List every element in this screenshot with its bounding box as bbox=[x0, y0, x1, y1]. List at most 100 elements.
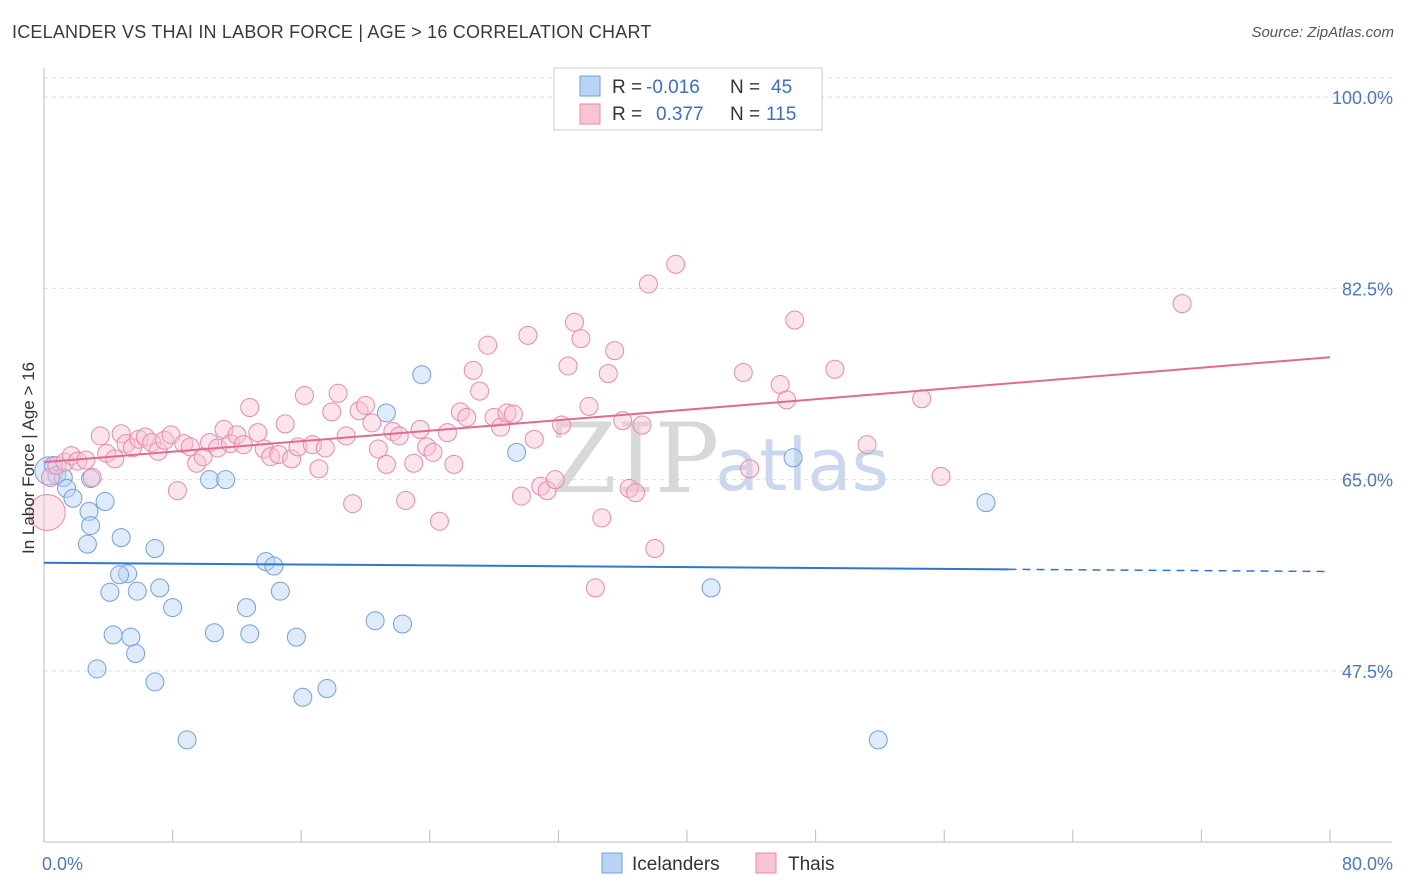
thai-point-54 bbox=[396, 490, 416, 510]
legend-r-label-1: R = bbox=[612, 77, 642, 98]
thai-point-46 bbox=[343, 494, 363, 514]
legend-r-label-2: R = bbox=[612, 104, 642, 125]
trend-lines bbox=[43, 356, 1331, 573]
thai-point-53 bbox=[389, 426, 409, 446]
legend-swatch-icelanders bbox=[579, 75, 601, 97]
thai-point-79 bbox=[564, 312, 584, 332]
icelander-point-40 bbox=[507, 442, 527, 462]
thai-point-15 bbox=[135, 427, 155, 447]
thai-point-61 bbox=[444, 454, 464, 474]
watermark: ZIP atlas bbox=[550, 403, 889, 515]
thai-point-69 bbox=[497, 403, 517, 423]
series-legend: Icelanders Thais bbox=[601, 852, 834, 875]
x-tick-label-1: 80.0% bbox=[1342, 854, 1393, 874]
icelander-point-44 bbox=[976, 493, 996, 513]
thai-point-55 bbox=[404, 453, 424, 473]
icelander-point-34 bbox=[293, 687, 313, 707]
thai-point-76 bbox=[545, 470, 565, 490]
thai-point-75 bbox=[537, 481, 557, 501]
thai-point-62 bbox=[450, 402, 470, 422]
thai-point-43 bbox=[322, 402, 342, 422]
thai-point-96 bbox=[777, 390, 797, 410]
thai-point-73 bbox=[524, 429, 544, 449]
thai-point-58 bbox=[423, 442, 443, 462]
icelanders-trend-extension bbox=[1008, 568, 1331, 573]
icelander-point-43 bbox=[868, 730, 888, 750]
bottom-legend-icelanders: Icelanders bbox=[632, 854, 720, 875]
thai-point-20 bbox=[167, 481, 187, 501]
y-tick-label-2: 82.5% bbox=[1342, 279, 1393, 299]
icelander-point-25 bbox=[177, 730, 197, 750]
icelander-point-17 bbox=[121, 627, 141, 647]
icelander-point-29 bbox=[240, 624, 260, 644]
thai-point-81 bbox=[579, 396, 599, 416]
thai-point-7 bbox=[82, 467, 102, 487]
icelander-point-22 bbox=[163, 598, 183, 618]
thai-point-1 bbox=[40, 467, 60, 487]
thai-point-65 bbox=[470, 381, 490, 401]
thai-point-42 bbox=[315, 438, 335, 458]
thai-point-71 bbox=[511, 486, 531, 506]
thai-point-93 bbox=[733, 363, 753, 383]
icelander-point-16 bbox=[103, 625, 123, 645]
thai-point-41 bbox=[309, 459, 329, 479]
thai-point-64 bbox=[463, 360, 483, 380]
icelander-point-6 bbox=[81, 469, 101, 489]
icelander-point-26 bbox=[200, 470, 220, 490]
icelander-point-41 bbox=[701, 578, 721, 598]
thai-point-68 bbox=[491, 417, 511, 437]
thai-point-88 bbox=[626, 483, 646, 503]
thai-point-66 bbox=[478, 335, 498, 355]
legend-n-label-2: N = bbox=[730, 104, 760, 125]
thais-trend-line bbox=[43, 356, 1331, 464]
thai-point-27 bbox=[214, 419, 234, 439]
icelander-point-10 bbox=[95, 492, 115, 512]
icelander-point-5 bbox=[63, 488, 83, 508]
icelander-point-23 bbox=[145, 672, 165, 692]
thai-point-90 bbox=[638, 274, 658, 294]
thai-point-51 bbox=[376, 454, 396, 474]
bottom-swatch-thais bbox=[755, 852, 777, 874]
watermark-zip: ZIP bbox=[550, 403, 719, 515]
thai-point-83 bbox=[592, 508, 612, 528]
icelander-point-14 bbox=[100, 582, 120, 602]
thai-point-100 bbox=[912, 389, 932, 409]
thai-point-59 bbox=[429, 511, 449, 531]
thai-point-24 bbox=[193, 447, 213, 467]
thai-point-32 bbox=[248, 423, 268, 443]
thai-point-8 bbox=[90, 426, 110, 446]
thai-point-0 bbox=[28, 493, 66, 531]
thai-point-29 bbox=[227, 425, 247, 445]
legend-n-label-1: N = bbox=[730, 77, 760, 98]
legend-r-value-1: -0.016 bbox=[646, 77, 700, 98]
thai-point-48 bbox=[356, 395, 375, 415]
thai-point-37 bbox=[282, 449, 302, 469]
y-tick-label-1: 65.0% bbox=[1342, 471, 1393, 491]
thai-point-35 bbox=[269, 445, 289, 465]
icelander-point-15 bbox=[110, 565, 130, 585]
thai-point-39 bbox=[294, 385, 314, 405]
chart-source: Source: ZipAtlas.com bbox=[1251, 24, 1394, 41]
icelander-point-31 bbox=[264, 556, 284, 576]
thai-point-63 bbox=[457, 407, 477, 427]
thai-point-49 bbox=[362, 413, 382, 433]
icelander-point-35 bbox=[317, 678, 337, 698]
thai-point-31 bbox=[240, 398, 260, 418]
chart-title: ICELANDER VS THAI IN LABOR FORCE | AGE >… bbox=[12, 22, 652, 42]
thai-point-84 bbox=[598, 364, 618, 384]
icelander-point-27 bbox=[216, 470, 236, 490]
thai-point-80 bbox=[571, 329, 591, 349]
thai-point-10 bbox=[105, 449, 125, 469]
thai-point-11 bbox=[111, 424, 131, 444]
tick-labels: 47.5% 65.0% 82.5% 100.0% 0.0% 80.0% bbox=[42, 88, 1393, 874]
correlation-legend: R = -0.016 N = 45 R = 0.377 N = 115 bbox=[553, 67, 823, 131]
thai-point-34 bbox=[261, 447, 281, 467]
thai-point-47 bbox=[349, 401, 369, 421]
legend-r-value-2: 0.377 bbox=[656, 104, 704, 125]
thai-point-99 bbox=[857, 435, 877, 455]
icelander-point-4 bbox=[57, 478, 77, 498]
thai-point-44 bbox=[328, 383, 348, 403]
thai-point-91 bbox=[645, 539, 665, 559]
icelander-point-37 bbox=[376, 403, 396, 423]
thai-point-78 bbox=[558, 356, 578, 376]
